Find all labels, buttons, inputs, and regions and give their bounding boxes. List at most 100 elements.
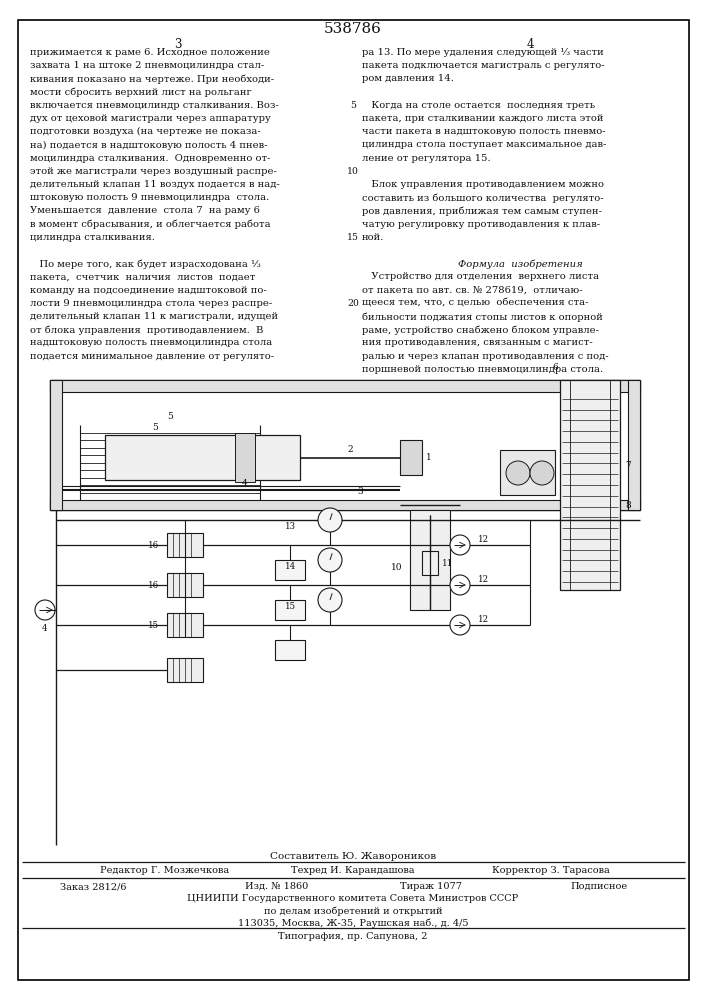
Text: части пакета в надштоковую полость пневмо-: части пакета в надштоковую полость пневм…: [362, 127, 606, 136]
Bar: [105, 435, 300, 480]
Text: Уменьшается  давление  стола 7  на раму 6: Уменьшается давление стола 7 на раму 6: [30, 206, 260, 215]
Text: 4: 4: [242, 479, 248, 488]
Text: Заказ 2812/6: Заказ 2812/6: [60, 882, 127, 891]
Text: кивания показано на чертеже. При необходи-: кивания показано на чертеже. При необход…: [30, 74, 274, 84]
Circle shape: [450, 535, 470, 555]
Bar: [50, 380, 62, 510]
Bar: [167, 658, 203, 682]
Text: делительный клапан 11 воздух подается в над-: делительный клапан 11 воздух подается в …: [30, 180, 280, 189]
Bar: [560, 380, 620, 590]
Text: По мере того, как будет израсходована ⅓: По мере того, как будет израсходована ⅓: [30, 259, 261, 269]
Bar: [50, 380, 640, 510]
Text: 16: 16: [148, 580, 159, 589]
Text: бильности поджатия стопы листов к опорной: бильности поджатия стопы листов к опорно…: [362, 312, 603, 322]
Text: 1: 1: [426, 454, 432, 462]
Text: Формула  изобретения: Формула изобретения: [457, 259, 583, 269]
Text: поршневой полостью пневмоцилиндра стола.: поршневой полостью пневмоцилиндра стола.: [362, 365, 603, 374]
Circle shape: [450, 615, 470, 635]
Text: Техред И. Карандашова: Техред И. Карандашова: [291, 866, 415, 875]
Bar: [167, 573, 203, 597]
Text: 4: 4: [526, 38, 534, 51]
Text: пакета, при сталкивании каждого листа этой: пакета, при сталкивании каждого листа эт…: [362, 114, 604, 123]
Text: 8: 8: [625, 500, 631, 510]
Text: ра 13. По мере удаления следующей ⅓ части: ра 13. По мере удаления следующей ⅓ част…: [362, 48, 604, 57]
Text: 14: 14: [284, 562, 296, 571]
Text: Когда на столе остается  последняя треть: Когда на столе остается последняя треть: [362, 101, 595, 110]
Bar: [167, 533, 203, 557]
Text: моцилиндра сталкивания.  Одновременно от-: моцилиндра сталкивания. Одновременно от-: [30, 154, 271, 163]
Bar: [500, 450, 555, 495]
Text: Подписное: Подписное: [571, 882, 628, 891]
Circle shape: [318, 588, 342, 612]
Text: ров давления, приближая тем самым ступен-: ров давления, приближая тем самым ступен…: [362, 206, 602, 216]
Bar: [275, 640, 305, 660]
Text: 5: 5: [167, 412, 173, 421]
Text: 113035, Москва, Ж-35, Раушская наб., д. 4/5: 113035, Москва, Ж-35, Раушская наб., д. …: [238, 918, 468, 928]
Text: пакета подключается магистраль с регулято-: пакета подключается магистраль с регулят…: [362, 61, 604, 70]
Text: 7: 7: [625, 460, 631, 470]
Bar: [400, 440, 422, 475]
Text: ЦНИИПИ Государственного комитета Совета Министров СССР: ЦНИИПИ Государственного комитета Совета …: [187, 894, 519, 903]
Text: чатую регулировку противодавления к плав-: чатую регулировку противодавления к плав…: [362, 220, 600, 229]
Text: от пакета по авт. св. № 278619,  отличаю-: от пакета по авт. св. № 278619, отличаю-: [362, 286, 583, 295]
Text: захвата 1 на штоке 2 пневмоцилиндра стал-: захвата 1 на штоке 2 пневмоцилиндра стал…: [30, 61, 264, 70]
Text: пакета,  счетчик  наличия  листов  подает: пакета, счетчик наличия листов подает: [30, 272, 255, 281]
Text: Составитель Ю. Жавороников: Составитель Ю. Жавороников: [270, 852, 436, 861]
Bar: [235, 433, 255, 482]
Circle shape: [530, 461, 554, 485]
Bar: [50, 500, 640, 510]
Text: подается минимальное давление от регулято-: подается минимальное давление от регулят…: [30, 352, 274, 361]
Text: 20: 20: [347, 299, 359, 308]
Text: Изд. № 1860: Изд. № 1860: [245, 882, 308, 891]
Bar: [167, 613, 203, 637]
Text: 9: 9: [453, 548, 459, 556]
Text: 6: 6: [552, 363, 558, 372]
Text: ление от регулятора 15.: ление от регулятора 15.: [362, 154, 491, 163]
Text: 15: 15: [148, 620, 159, 630]
Text: подготовки воздуха (на чертеже не показа-: подготовки воздуха (на чертеже не показа…: [30, 127, 261, 136]
Text: цилиндра стола поступает максимальное дав-: цилиндра стола поступает максимальное да…: [362, 140, 607, 149]
Bar: [275, 560, 305, 580]
Bar: [422, 551, 438, 575]
Text: 10: 10: [347, 167, 359, 176]
Text: 538786: 538786: [324, 22, 382, 36]
Text: штоковую полость 9 пневмоцилиндра  стола.: штоковую полость 9 пневмоцилиндра стола.: [30, 193, 269, 202]
Text: этой же магистрали через воздушный распре-: этой же магистрали через воздушный распр…: [30, 167, 277, 176]
Text: 13: 13: [284, 522, 296, 531]
Text: делительный клапан 11 к магистрали, идущей: делительный клапан 11 к магистрали, идущ…: [30, 312, 278, 321]
Text: составить из большого количества  регулято-: составить из большого количества регулят…: [362, 193, 604, 203]
Text: 15: 15: [347, 233, 359, 242]
Text: ной.: ной.: [362, 233, 385, 242]
Text: прижимается к раме 6. Исходное положение: прижимается к раме 6. Исходное положение: [30, 48, 270, 57]
Text: цилиндра сталкивания.: цилиндра сталкивания.: [30, 233, 155, 242]
Text: Корректор З. Тарасова: Корректор З. Тарасова: [492, 866, 610, 875]
Text: Типография, пр. Сапунова, 2: Типография, пр. Сапунова, 2: [279, 932, 428, 941]
Text: Редактор Г. Мозжечкова: Редактор Г. Мозжечкова: [100, 866, 229, 875]
Text: лости 9 пневмоцилиндра стола через распре-: лости 9 пневмоцилиндра стола через распр…: [30, 299, 272, 308]
Text: 16: 16: [148, 540, 159, 550]
Circle shape: [506, 461, 530, 485]
Text: команду на подсоединение надштоковой по-: команду на подсоединение надштоковой по-: [30, 286, 267, 295]
Text: дух от цеховой магистрали через аппаратуру: дух от цеховой магистрали через аппарату…: [30, 114, 271, 123]
Text: от блока управления  противодавлением.  В: от блока управления противодавлением. В: [30, 325, 264, 335]
Text: 5: 5: [350, 101, 356, 110]
Text: 10: 10: [390, 564, 402, 572]
Text: ния противодавления, связанным с магист-: ния противодавления, связанным с магист-: [362, 338, 592, 347]
Text: на) подается в надштоковую полость 4 пнев-: на) подается в надштоковую полость 4 пне…: [30, 140, 267, 150]
Text: Блок управления противодавлением можно: Блок управления противодавлением можно: [362, 180, 604, 189]
Text: надштоковую полость пневмоцилиндра стола: надштоковую полость пневмоцилиндра стола: [30, 338, 272, 347]
Circle shape: [450, 575, 470, 595]
Text: в момент сбрасывания, и облегчается работа: в момент сбрасывания, и облегчается рабо…: [30, 220, 271, 229]
Bar: [50, 380, 640, 392]
Text: 5: 5: [152, 423, 158, 432]
Text: 12: 12: [478, 574, 489, 584]
Text: 3: 3: [357, 487, 363, 496]
Text: раме, устройство снабжено блоком управле-: раме, устройство снабжено блоком управле…: [362, 325, 599, 335]
Text: 12: 12: [478, 614, 489, 624]
Circle shape: [318, 508, 342, 532]
Text: включается пневмоцилиндр сталкивания. Воз-: включается пневмоцилиндр сталкивания. Во…: [30, 101, 279, 110]
Text: по делам изобретений и открытий: по делам изобретений и открытий: [264, 906, 443, 916]
Bar: [275, 600, 305, 620]
Text: щееся тем, что, с целью  обеспечения ста-: щееся тем, что, с целью обеспечения ста-: [362, 299, 588, 308]
Text: 12: 12: [478, 534, 489, 544]
